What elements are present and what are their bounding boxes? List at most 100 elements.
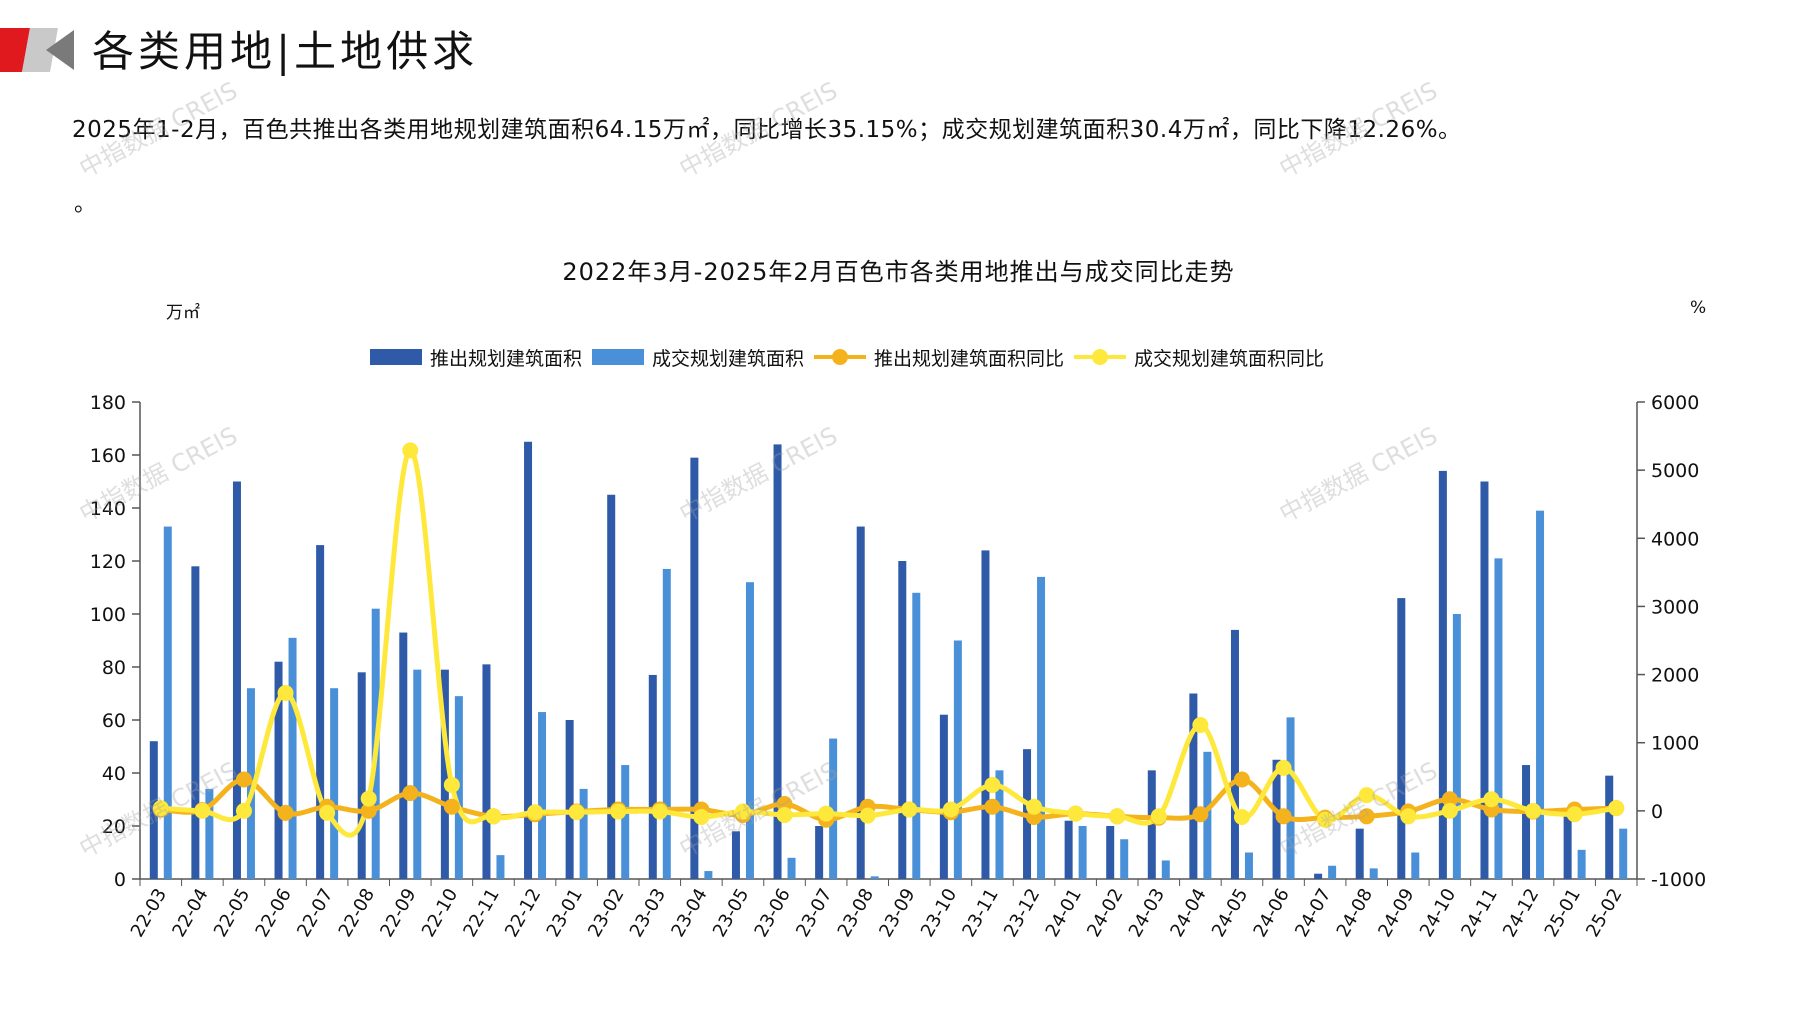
point-deal-yoy [443,776,460,793]
x-tick-label: 24-03 [1125,885,1169,941]
page-title: 各类用地|土地供求 [92,27,479,76]
bar-deal [163,526,172,879]
bar-deal [662,568,671,879]
bar-deal [288,637,297,879]
bar-deal [205,788,214,879]
point-supply-yoy [360,802,377,819]
bar-deal [1411,852,1420,879]
x-tick-label: 24-01 [1042,885,1086,941]
point-deal-yoy [568,804,585,821]
right-tick-label: 6000 [1651,392,1699,414]
bar-supply [316,545,325,879]
x-tick-label: 24-12 [1499,885,1543,941]
point-deal-yoy [1317,811,1334,828]
bar-supply [981,550,990,879]
left-tick-label: 80 [102,657,126,679]
left-axis-unit: 万㎡ [166,303,200,323]
bar-deal [912,592,921,879]
point-deal-yoy [1608,800,1625,817]
bar-deal [413,669,422,879]
point-deal-yoy [1441,802,1458,819]
bar-supply [1397,598,1406,879]
chart-title: 2022年3月-2025年2月百色市各类用地推出与成交同比走势 [562,258,1235,286]
x-tick-label: 23-02 [584,885,628,941]
point-deal-yoy [651,803,668,820]
x-tick-label: 23-10 [917,885,961,941]
bar-deal [1619,828,1628,879]
brand-logo [0,28,74,72]
x-tick-label: 24-05 [1208,885,1252,941]
point-deal-yoy [277,684,294,701]
legend-item-supply-yoy: 推出规划建筑面积同比 [814,344,1064,371]
right-tick-label: -1000 [1651,869,1706,891]
left-tick-label: 60 [102,710,126,732]
bar-supply [1314,873,1323,879]
bar-deal [1328,865,1337,879]
point-deal-yoy [235,802,252,819]
x-tick-label: 23-07 [792,885,836,941]
x-tick-label: 23-04 [667,885,711,941]
bar-supply [565,720,574,879]
bar-deal [330,688,339,879]
bar-supply [1189,693,1198,879]
bar-deal [1577,849,1586,879]
point-deal-yoy [734,803,751,820]
bar-deal [995,770,1004,879]
right-tick-label: 1000 [1651,733,1699,755]
point-deal-yoy [319,804,336,821]
legend-label-deal-yoy: 成交规划建筑面积同比 [1134,347,1325,370]
bar-deal [621,765,630,879]
legend-swatch-deal-yoy [1074,349,1127,365]
bar-supply [524,441,533,879]
x-tick-label: 23-06 [751,885,795,941]
x-tick-label: 24-08 [1333,885,1377,941]
bar-deal [1452,614,1461,879]
left-tick-label: 140 [90,498,126,520]
bar-supply [773,444,782,879]
x-tick-label: 23-05 [709,885,753,941]
bar-deal [870,876,879,879]
bar-deal [953,640,962,879]
x-tick-label: 23-12 [1000,885,1044,941]
bar-supply [232,481,241,879]
bar-deal [1161,860,1170,879]
summary-text: 2025年1-2月，百色共推出各类用地规划建筑面积64.15万㎡，同比增长35.… [72,117,1462,143]
point-supply-yoy [277,804,294,821]
point-deal-yoy [984,776,1001,793]
right-tick-label: 2000 [1651,665,1699,687]
bar-supply [1480,481,1489,879]
x-tick-label: 24-02 [1083,885,1127,941]
x-tick-label: 22-05 [210,885,254,941]
point-deal-yoy [152,800,169,817]
point-deal-yoy [1109,808,1126,825]
bar-supply [191,566,200,879]
bar-deal [496,855,505,879]
bar-deal [745,582,754,879]
point-supply-yoy [235,771,252,788]
summary-tail: 。 [74,192,97,217]
bar-supply [1064,820,1073,879]
point-deal-yoy [901,801,918,818]
bar-deal [1369,868,1378,879]
legend-item-deal: 成交规划建筑面积 [592,344,804,371]
bar-deal [1494,558,1503,879]
bar-supply [440,669,449,879]
bar-supply [815,826,824,879]
point-deal-yoy [1566,806,1583,823]
point-supply-yoy [1233,771,1250,788]
bar-deal [538,712,547,879]
point-deal-yoy [485,808,502,825]
bar-deal [1037,576,1046,879]
x-tick-label: 23-03 [626,885,670,941]
x-tick-label: 23-01 [543,885,587,941]
point-deal-yoy [1233,808,1250,825]
x-tick-label: 22-04 [168,885,212,941]
legend-item-deal-yoy: 成交规划建筑面积同比 [1074,344,1324,371]
bar-supply [690,457,699,879]
x-tick-label: 23-08 [834,885,878,941]
left-tick-label: 120 [90,551,126,573]
bar-supply [648,674,657,879]
point-supply-yoy [1441,791,1458,808]
x-tick-label: 22-03 [127,885,171,941]
